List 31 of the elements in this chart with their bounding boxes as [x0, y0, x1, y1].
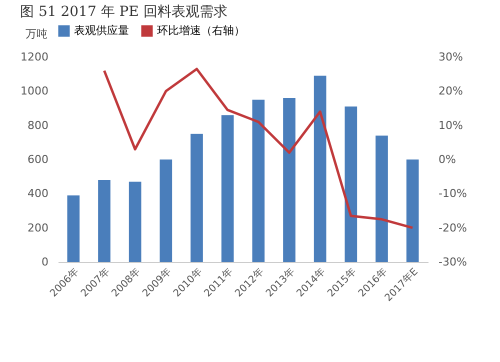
bar — [406, 160, 419, 262]
bar — [314, 76, 326, 262]
y-tick-label: 200 — [28, 221, 48, 234]
y-tick-label: 400 — [28, 187, 48, 200]
y2-tick-label: -30% — [438, 256, 467, 268]
bar — [160, 160, 172, 262]
bar — [283, 98, 296, 262]
y2-tick-label: -10% — [438, 187, 467, 200]
line-series — [103, 68, 414, 230]
y-tick-label: 1000 — [20, 84, 48, 98]
y-tick-label: 1200 — [20, 50, 48, 64]
y2-tick-label: -20% — [438, 221, 467, 234]
bar — [98, 180, 110, 262]
bar — [128, 182, 142, 262]
bar — [67, 195, 80, 262]
legend-label: 环比增速（右轴） — [157, 24, 245, 37]
y-tick-label: 600 — [28, 153, 48, 166]
bar — [344, 106, 358, 262]
y-tick-label: 800 — [28, 118, 48, 132]
bar — [190, 134, 203, 262]
y-axis-title: 万吨 — [26, 28, 48, 40]
y2-tick-label: 10% — [438, 118, 463, 132]
bar — [252, 100, 265, 262]
y2-tick-label: 30% — [438, 50, 463, 64]
bar — [376, 136, 388, 262]
chart-title: 图 51 2017 年 PE 回料表观需求 — [20, 4, 228, 20]
y-tick-label: 0 — [42, 256, 48, 268]
y2-tick-label: 20% — [438, 84, 463, 98]
legend-label: 表观供应量 — [74, 24, 129, 37]
bar — [221, 115, 234, 262]
y2-tick-label: 0% — [438, 153, 456, 166]
